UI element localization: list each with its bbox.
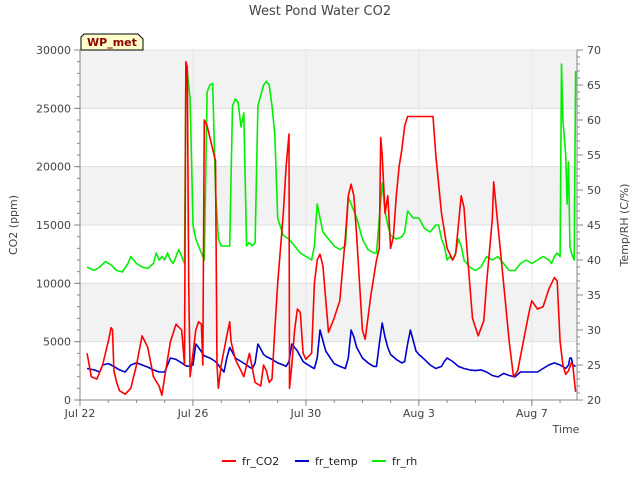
x-tick-label: Jul 26 xyxy=(177,407,209,420)
series-line-fr-rh xyxy=(86,63,577,273)
y-right-tick-label: 55 xyxy=(587,149,601,162)
x-tick-label: Jul 30 xyxy=(290,407,322,420)
background-band xyxy=(80,166,577,225)
x-tick-label: Aug 7 xyxy=(516,407,548,420)
legend-label: fr_temp xyxy=(315,455,358,468)
y-right-tick-label: 40 xyxy=(587,254,601,267)
y-axis-right-title: Temp/RH (C/%) xyxy=(618,184,631,268)
background-bands xyxy=(80,50,577,400)
background-band xyxy=(80,225,577,284)
station-label-box: WP_met xyxy=(80,33,144,51)
y-left-tick-label: 30000 xyxy=(36,44,71,57)
chart-title: West Pond Water CO2 xyxy=(249,4,391,19)
series-line-fr-temp xyxy=(86,322,576,378)
y-tick-labels-left: 0 5000 10000 15000 20000 25000 30000 xyxy=(36,44,80,407)
legend-item-fr-CO2: fr_CO2 xyxy=(222,455,279,468)
y-right-tick-label: 25 xyxy=(587,359,601,372)
y-right-tick-label: 60 xyxy=(587,114,601,127)
y-right-tick-label: 65 xyxy=(587,79,601,92)
station-label: WP_met xyxy=(87,36,137,49)
legend-item-fr-temp: fr_temp xyxy=(295,455,358,468)
y-right-tick-label: 50 xyxy=(587,184,601,197)
y-left-tick-label: 0 xyxy=(64,394,71,407)
y-left-tick-label: 10000 xyxy=(36,277,71,290)
background-band xyxy=(80,50,577,109)
y-right-tick-label: 35 xyxy=(587,289,601,302)
y-left-tick-label: 25000 xyxy=(36,102,71,115)
x-tick-label: Aug 3 xyxy=(403,407,435,420)
legend-label: fr_CO2 xyxy=(242,455,279,468)
y-left-tick-label: 5000 xyxy=(43,336,71,349)
y-left-tick-label: 15000 xyxy=(36,219,71,232)
y-right-tick-label: 20 xyxy=(587,394,601,407)
x-tick-labels: Jul 22 Jul 26 Jul 30 Aug 3 Aug 7 xyxy=(64,400,548,420)
x-tick-label: Jul 22 xyxy=(64,407,96,420)
y-left-tick-label: 20000 xyxy=(36,161,71,174)
series-layer xyxy=(86,60,577,397)
x-axis-title: Time xyxy=(552,423,580,436)
y-right-tick-label: 30 xyxy=(587,324,601,337)
background-band xyxy=(80,108,577,167)
series-line-fr-CO2 xyxy=(86,60,577,397)
legend-item-fr-rh: fr_rh xyxy=(372,455,417,468)
legend: fr_CO2 fr_temp fr_rh xyxy=(222,455,417,468)
y-right-tick-label: 70 xyxy=(587,44,601,57)
y-right-tick-label: 45 xyxy=(587,219,601,232)
legend-label: fr_rh xyxy=(392,455,417,468)
y-axis-left-title: CO2 (ppm) xyxy=(7,195,20,255)
y-tick-labels-right: 20 25 30 35 40 45 50 55 60 65 70 xyxy=(577,44,601,407)
